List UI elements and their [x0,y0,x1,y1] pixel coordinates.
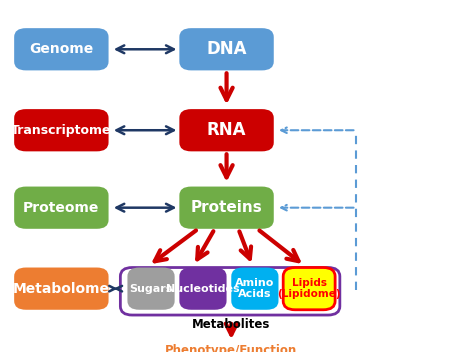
FancyBboxPatch shape [231,268,278,310]
FancyBboxPatch shape [14,268,109,310]
Text: Sugars: Sugars [129,284,173,294]
Text: RNA: RNA [207,121,246,139]
Text: Lipids
(Lipidome): Lipids (Lipidome) [278,278,341,300]
Text: Metabolome: Metabolome [13,282,110,296]
Text: Amino
Acids: Amino Acids [235,278,275,300]
FancyBboxPatch shape [179,109,274,151]
FancyBboxPatch shape [179,28,274,70]
Text: Metabolites: Metabolites [192,318,270,331]
FancyBboxPatch shape [283,268,335,310]
FancyBboxPatch shape [14,187,109,229]
Text: Phenotype/Function: Phenotype/Function [165,344,297,352]
FancyBboxPatch shape [14,109,109,151]
Text: Nucleotides: Nucleotides [166,284,240,294]
FancyBboxPatch shape [14,28,109,70]
FancyBboxPatch shape [127,268,175,310]
Text: Transcriptome: Transcriptome [11,124,111,137]
Text: DNA: DNA [206,40,247,58]
Text: Genome: Genome [29,42,93,56]
FancyBboxPatch shape [179,268,227,310]
FancyBboxPatch shape [179,187,274,229]
Text: Proteins: Proteins [191,200,262,215]
Text: Proteome: Proteome [23,201,100,215]
